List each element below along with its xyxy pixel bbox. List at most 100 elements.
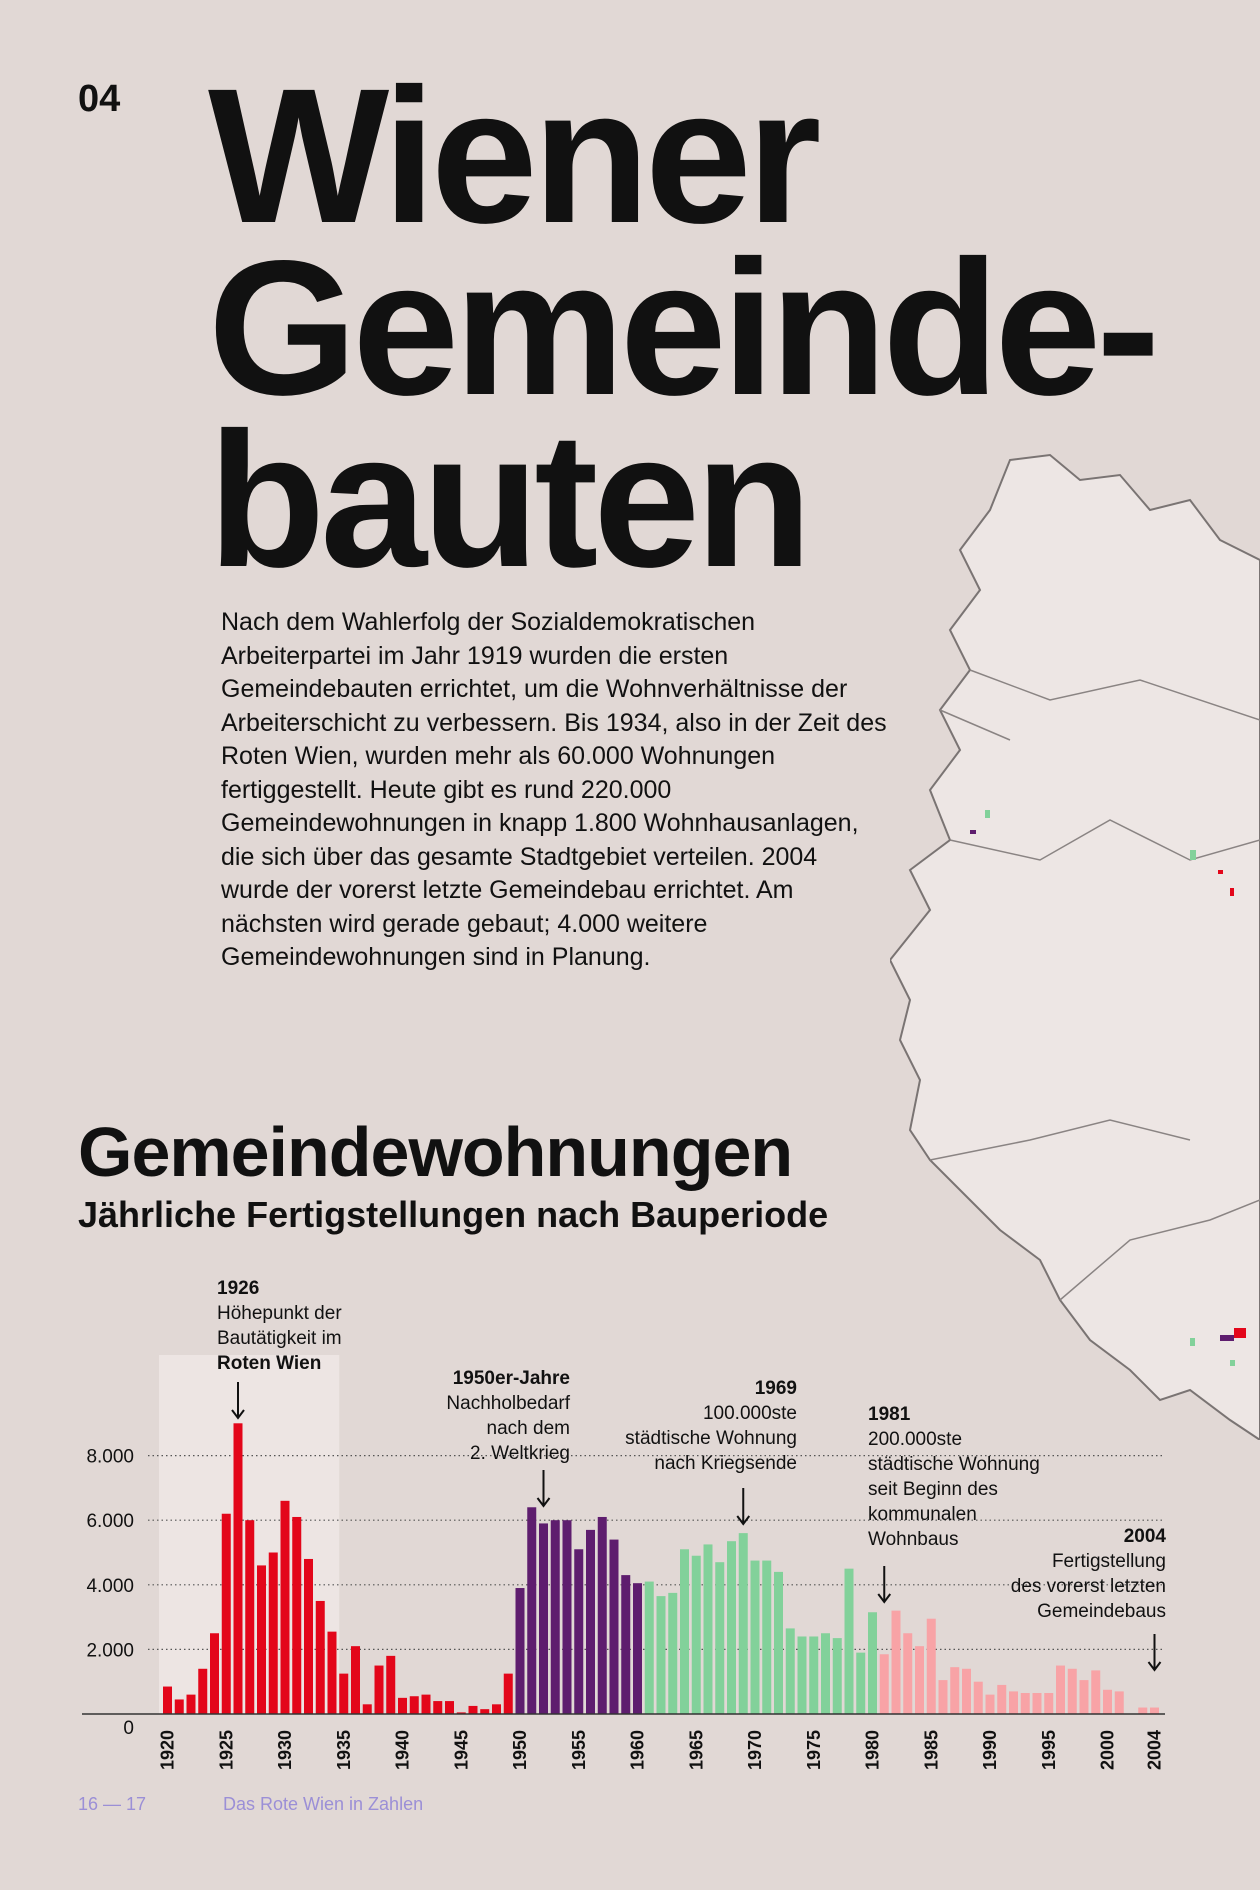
bar bbox=[809, 1636, 819, 1714]
annotation-text: 100.000ste bbox=[703, 1403, 797, 1424]
x-tick-label: 2004 bbox=[1145, 1730, 1165, 1770]
bar bbox=[774, 1571, 783, 1714]
bar bbox=[1114, 1691, 1124, 1714]
bar bbox=[915, 1646, 924, 1714]
bar bbox=[903, 1633, 913, 1714]
x-tick-label: 1965 bbox=[686, 1730, 706, 1770]
annotation-text: des vorerst letzten bbox=[1011, 1576, 1166, 1597]
bar bbox=[245, 1520, 255, 1714]
bar bbox=[856, 1652, 866, 1714]
annotation-arrow-head bbox=[231, 1409, 245, 1420]
bar bbox=[597, 1516, 607, 1714]
bar bbox=[1103, 1689, 1112, 1714]
y-tick-label: 0 bbox=[123, 1718, 134, 1739]
bar bbox=[750, 1560, 760, 1714]
bar bbox=[562, 1520, 572, 1714]
bar bbox=[1079, 1680, 1089, 1714]
bar bbox=[973, 1681, 983, 1714]
annotation-heading: 1969 bbox=[755, 1378, 797, 1399]
map-mark bbox=[970, 830, 976, 834]
annotation-heading: 2004 bbox=[1124, 1526, 1167, 1547]
bar bbox=[680, 1549, 689, 1714]
bar bbox=[480, 1709, 490, 1714]
bar bbox=[221, 1513, 231, 1714]
bar bbox=[821, 1633, 830, 1714]
bar bbox=[797, 1636, 807, 1714]
map-mark bbox=[985, 810, 990, 818]
x-tick-label: 1960 bbox=[628, 1730, 648, 1770]
bar bbox=[1091, 1670, 1101, 1714]
annotation-text: Roten Wien bbox=[217, 1353, 321, 1374]
bar-chart: 0 2.000 4.000 6.000 8.000 1920 1925 1930 1935 194… bbox=[82, 1278, 1167, 1770]
title-line-1: Wiener bbox=[208, 48, 821, 263]
bar bbox=[844, 1568, 854, 1714]
x-tick-label: 1945 bbox=[451, 1730, 471, 1770]
x-tick-label: 1930 bbox=[275, 1730, 295, 1770]
footer-publication-title: Das Rote Wien in Zahlen bbox=[223, 1794, 424, 1814]
annotation-text: Gemeindebaus bbox=[1037, 1601, 1166, 1622]
bar bbox=[292, 1516, 302, 1714]
x-tick-label: 2000 bbox=[1098, 1730, 1118, 1770]
annotation-heading: 1981 bbox=[868, 1404, 911, 1425]
bar bbox=[938, 1680, 948, 1714]
bar bbox=[656, 1596, 666, 1714]
bar bbox=[421, 1694, 431, 1714]
bar bbox=[374, 1665, 384, 1714]
map-mark bbox=[1218, 870, 1223, 874]
x-tick-label: 1970 bbox=[745, 1730, 765, 1770]
annotation-arrow-head bbox=[536, 1497, 551, 1508]
y-tick-label: 4.000 bbox=[86, 1576, 134, 1597]
x-tick-label: 1940 bbox=[393, 1730, 413, 1770]
bar bbox=[644, 1581, 654, 1714]
bar bbox=[268, 1552, 278, 1714]
bar bbox=[703, 1544, 713, 1714]
chart-title: Gemeindewohnungen bbox=[78, 1113, 793, 1191]
bar bbox=[891, 1610, 901, 1714]
bar bbox=[633, 1583, 642, 1714]
map-mark bbox=[1234, 1328, 1246, 1338]
bar bbox=[962, 1668, 971, 1714]
bar bbox=[715, 1562, 725, 1714]
bar bbox=[691, 1555, 701, 1714]
bar bbox=[926, 1618, 936, 1714]
x-tick-label: 1995 bbox=[1039, 1730, 1059, 1770]
annotation-text: nach dem bbox=[487, 1418, 570, 1439]
bar bbox=[351, 1646, 360, 1714]
annotation-text: nach Kriegsende bbox=[654, 1453, 797, 1474]
bar bbox=[315, 1600, 325, 1714]
y-tick-label: 2.000 bbox=[86, 1640, 134, 1661]
bar bbox=[198, 1668, 208, 1714]
bar bbox=[985, 1694, 995, 1714]
bar bbox=[1044, 1693, 1054, 1714]
annotation-text: kommunalen bbox=[868, 1504, 977, 1525]
bar bbox=[539, 1523, 548, 1714]
bar bbox=[398, 1697, 407, 1714]
map-mark bbox=[1190, 850, 1196, 860]
annotation-text: seit Beginn des bbox=[868, 1479, 998, 1500]
bar bbox=[233, 1423, 243, 1714]
bar bbox=[1020, 1693, 1030, 1714]
bar bbox=[186, 1694, 196, 1714]
annotation-text: Wohnbaus bbox=[868, 1529, 959, 1550]
bar bbox=[280, 1500, 290, 1714]
annotation-text: 200.000ste bbox=[868, 1429, 962, 1450]
vienna-map bbox=[890, 453, 1260, 1440]
bar bbox=[621, 1575, 631, 1714]
bar bbox=[445, 1701, 454, 1714]
x-tick-label: 1985 bbox=[921, 1730, 941, 1770]
map-mark bbox=[1230, 888, 1234, 896]
bar bbox=[738, 1533, 748, 1714]
bar bbox=[515, 1588, 525, 1714]
y-tick-label: 8.000 bbox=[86, 1447, 134, 1468]
title-line-3: bauten bbox=[208, 392, 812, 607]
bar bbox=[1009, 1691, 1018, 1714]
bar bbox=[174, 1699, 184, 1714]
bar bbox=[386, 1655, 396, 1714]
annotation-text: Bautätigkeit im bbox=[217, 1328, 342, 1349]
bar bbox=[1032, 1693, 1042, 1714]
bar bbox=[163, 1686, 172, 1714]
annotation-heading: 1950er-Jahre bbox=[453, 1368, 570, 1389]
page-title: Wiener Gemeinde- bauten bbox=[208, 48, 1160, 607]
intro-text: Nach dem Wahlerfolg der Sozialdemokratis… bbox=[221, 608, 887, 971]
y-tick-label: 6.000 bbox=[86, 1511, 134, 1532]
